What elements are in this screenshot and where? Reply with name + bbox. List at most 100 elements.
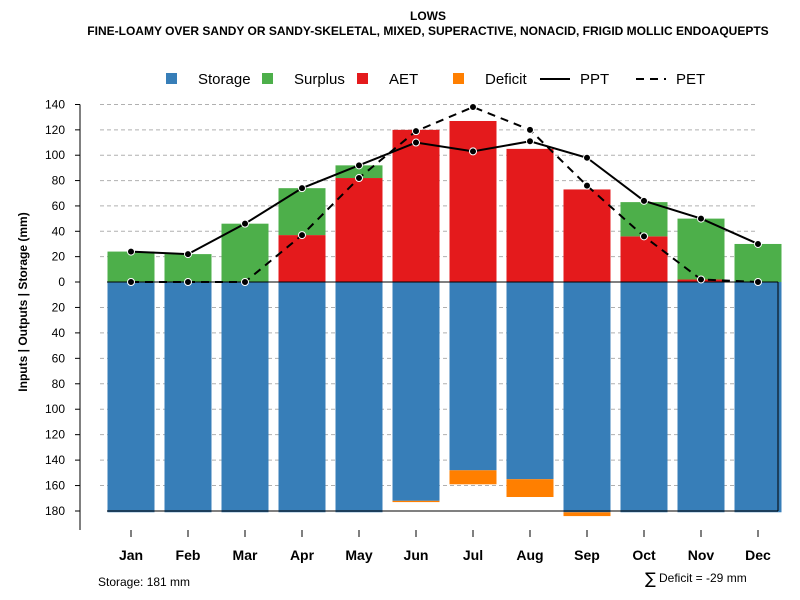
legend-swatch-surplus bbox=[262, 73, 273, 84]
y-tick-label: 20 bbox=[52, 250, 66, 264]
bar-aet-may bbox=[335, 178, 383, 282]
legend-swatch-aet bbox=[357, 73, 368, 84]
bar-aet-jul bbox=[449, 120, 497, 282]
bar-aet-sep bbox=[563, 189, 611, 282]
bar-storage-may bbox=[335, 282, 383, 513]
x-tick-label: Feb bbox=[176, 547, 201, 563]
bar-storage-apr bbox=[278, 282, 326, 513]
bar-surplus-apr bbox=[278, 188, 326, 236]
ppt-point bbox=[754, 239, 762, 248]
x-tick-label: May bbox=[345, 547, 372, 563]
pet-point bbox=[640, 232, 648, 241]
ppt-point bbox=[526, 137, 534, 146]
legend-label-ppt: PPT bbox=[580, 71, 609, 88]
pet-point bbox=[241, 278, 249, 286]
x-tick-label: Dec bbox=[745, 547, 771, 563]
y-tick-label: 160 bbox=[45, 479, 65, 493]
x-tick-label: Sep bbox=[574, 547, 600, 563]
bar-surplus-dec bbox=[734, 243, 782, 282]
bar-deficit-aug bbox=[506, 479, 554, 498]
y-tick-label: 140 bbox=[45, 98, 65, 112]
bar-aet-jun bbox=[392, 129, 440, 282]
y-tick-label: 20 bbox=[52, 300, 66, 314]
bar-storage-mar bbox=[221, 282, 269, 513]
ppt-line bbox=[130, 140, 759, 256]
bar-storage-sep bbox=[563, 282, 611, 513]
bar-deficit-jul bbox=[449, 470, 497, 485]
bar-surplus-feb bbox=[164, 254, 212, 282]
y-tick-label: 0 bbox=[58, 275, 65, 289]
ppt-point bbox=[298, 184, 306, 193]
y-tick-label: 180 bbox=[45, 504, 65, 518]
bar-storage-dec bbox=[734, 282, 782, 513]
pet-point bbox=[298, 231, 306, 240]
pet-point bbox=[583, 181, 591, 190]
bar-storage-aug bbox=[506, 282, 554, 480]
y-tick-label: 100 bbox=[45, 148, 65, 162]
x-tick-label: Jun bbox=[404, 547, 429, 563]
ppt-point bbox=[697, 214, 705, 223]
ppt-point bbox=[127, 247, 135, 256]
bar-storage-jan bbox=[107, 282, 155, 513]
ppt-point bbox=[184, 250, 192, 259]
legend-swatch-deficit bbox=[453, 73, 464, 84]
bar-aet-aug bbox=[506, 148, 554, 282]
legend-label-pet: PET bbox=[676, 71, 705, 88]
pet-point bbox=[754, 278, 762, 286]
y-tick-label: 80 bbox=[52, 377, 66, 391]
bar-surplus-nov bbox=[677, 218, 725, 280]
bar-storage-jun bbox=[392, 282, 440, 501]
ppt-point bbox=[469, 147, 477, 156]
bar-aet-apr bbox=[278, 235, 326, 282]
deficit-annotation: Deficit = -29 mm bbox=[659, 571, 747, 585]
x-tick-label: Mar bbox=[233, 547, 258, 563]
x-tick-label: Oct bbox=[632, 547, 656, 563]
y-tick-label: 120 bbox=[45, 428, 65, 442]
series-lines bbox=[127, 103, 762, 286]
chart-subtitle: FINE-LOAMY OVER SANDY OR SANDY-SKELETAL,… bbox=[87, 24, 768, 38]
x-tick-label: Jul bbox=[463, 547, 483, 563]
y-tick-label: 100 bbox=[45, 402, 65, 416]
pet-point bbox=[526, 125, 534, 134]
legend-swatch-storage bbox=[166, 73, 177, 84]
x-tick-label: Jan bbox=[119, 547, 143, 563]
bar-storage-feb bbox=[164, 282, 212, 513]
x-tick-label: Apr bbox=[290, 547, 315, 563]
deficit-sum-symbol: ∑ bbox=[645, 569, 656, 588]
x-tick-label: Aug bbox=[516, 547, 543, 563]
pet-point bbox=[469, 103, 477, 112]
bar-storage-oct bbox=[620, 282, 668, 513]
y-tick-label: 120 bbox=[45, 123, 65, 137]
bar-surplus-jan bbox=[107, 251, 155, 282]
pet-point bbox=[355, 174, 363, 183]
ppt-point bbox=[640, 196, 648, 205]
legend-label-aet: AET bbox=[389, 71, 418, 88]
storage-annotation: Storage: 181 mm bbox=[98, 575, 190, 589]
bar-aet-oct bbox=[620, 236, 668, 282]
y-tick-label: 60 bbox=[52, 351, 66, 365]
pet-line bbox=[131, 105, 759, 283]
legend-label-storage: Storage bbox=[198, 71, 251, 88]
bar-storage-nov bbox=[677, 282, 725, 513]
bar-storage-jul bbox=[449, 282, 497, 471]
y-axis-label: Inputs | Outputs | Storage (mm) bbox=[16, 212, 30, 391]
ppt-point bbox=[241, 219, 249, 228]
pet-point bbox=[184, 278, 192, 286]
pet-point bbox=[412, 127, 420, 136]
pet-point bbox=[127, 278, 135, 286]
ppt-point bbox=[355, 161, 363, 170]
bar-deficit-jun bbox=[392, 500, 440, 503]
axes: 140 120 100 80 60 40 20 0 20 40 60 80 100 120 140 160 18… bbox=[45, 98, 771, 564]
y-tick-label: 40 bbox=[52, 224, 66, 238]
bars bbox=[107, 120, 782, 517]
x-tick-label: Nov bbox=[688, 547, 715, 563]
y-tick-label: 40 bbox=[52, 326, 66, 340]
chart-title: LOWS bbox=[410, 9, 446, 23]
bar-deficit-sep bbox=[563, 512, 611, 517]
y-tick-label: 80 bbox=[52, 174, 66, 188]
y-tick-label: 60 bbox=[52, 199, 66, 213]
y-tick-label: 140 bbox=[45, 453, 65, 467]
legend: Storage Surplus AET Deficit PPT PET bbox=[166, 71, 705, 88]
ppt-point bbox=[583, 153, 591, 162]
